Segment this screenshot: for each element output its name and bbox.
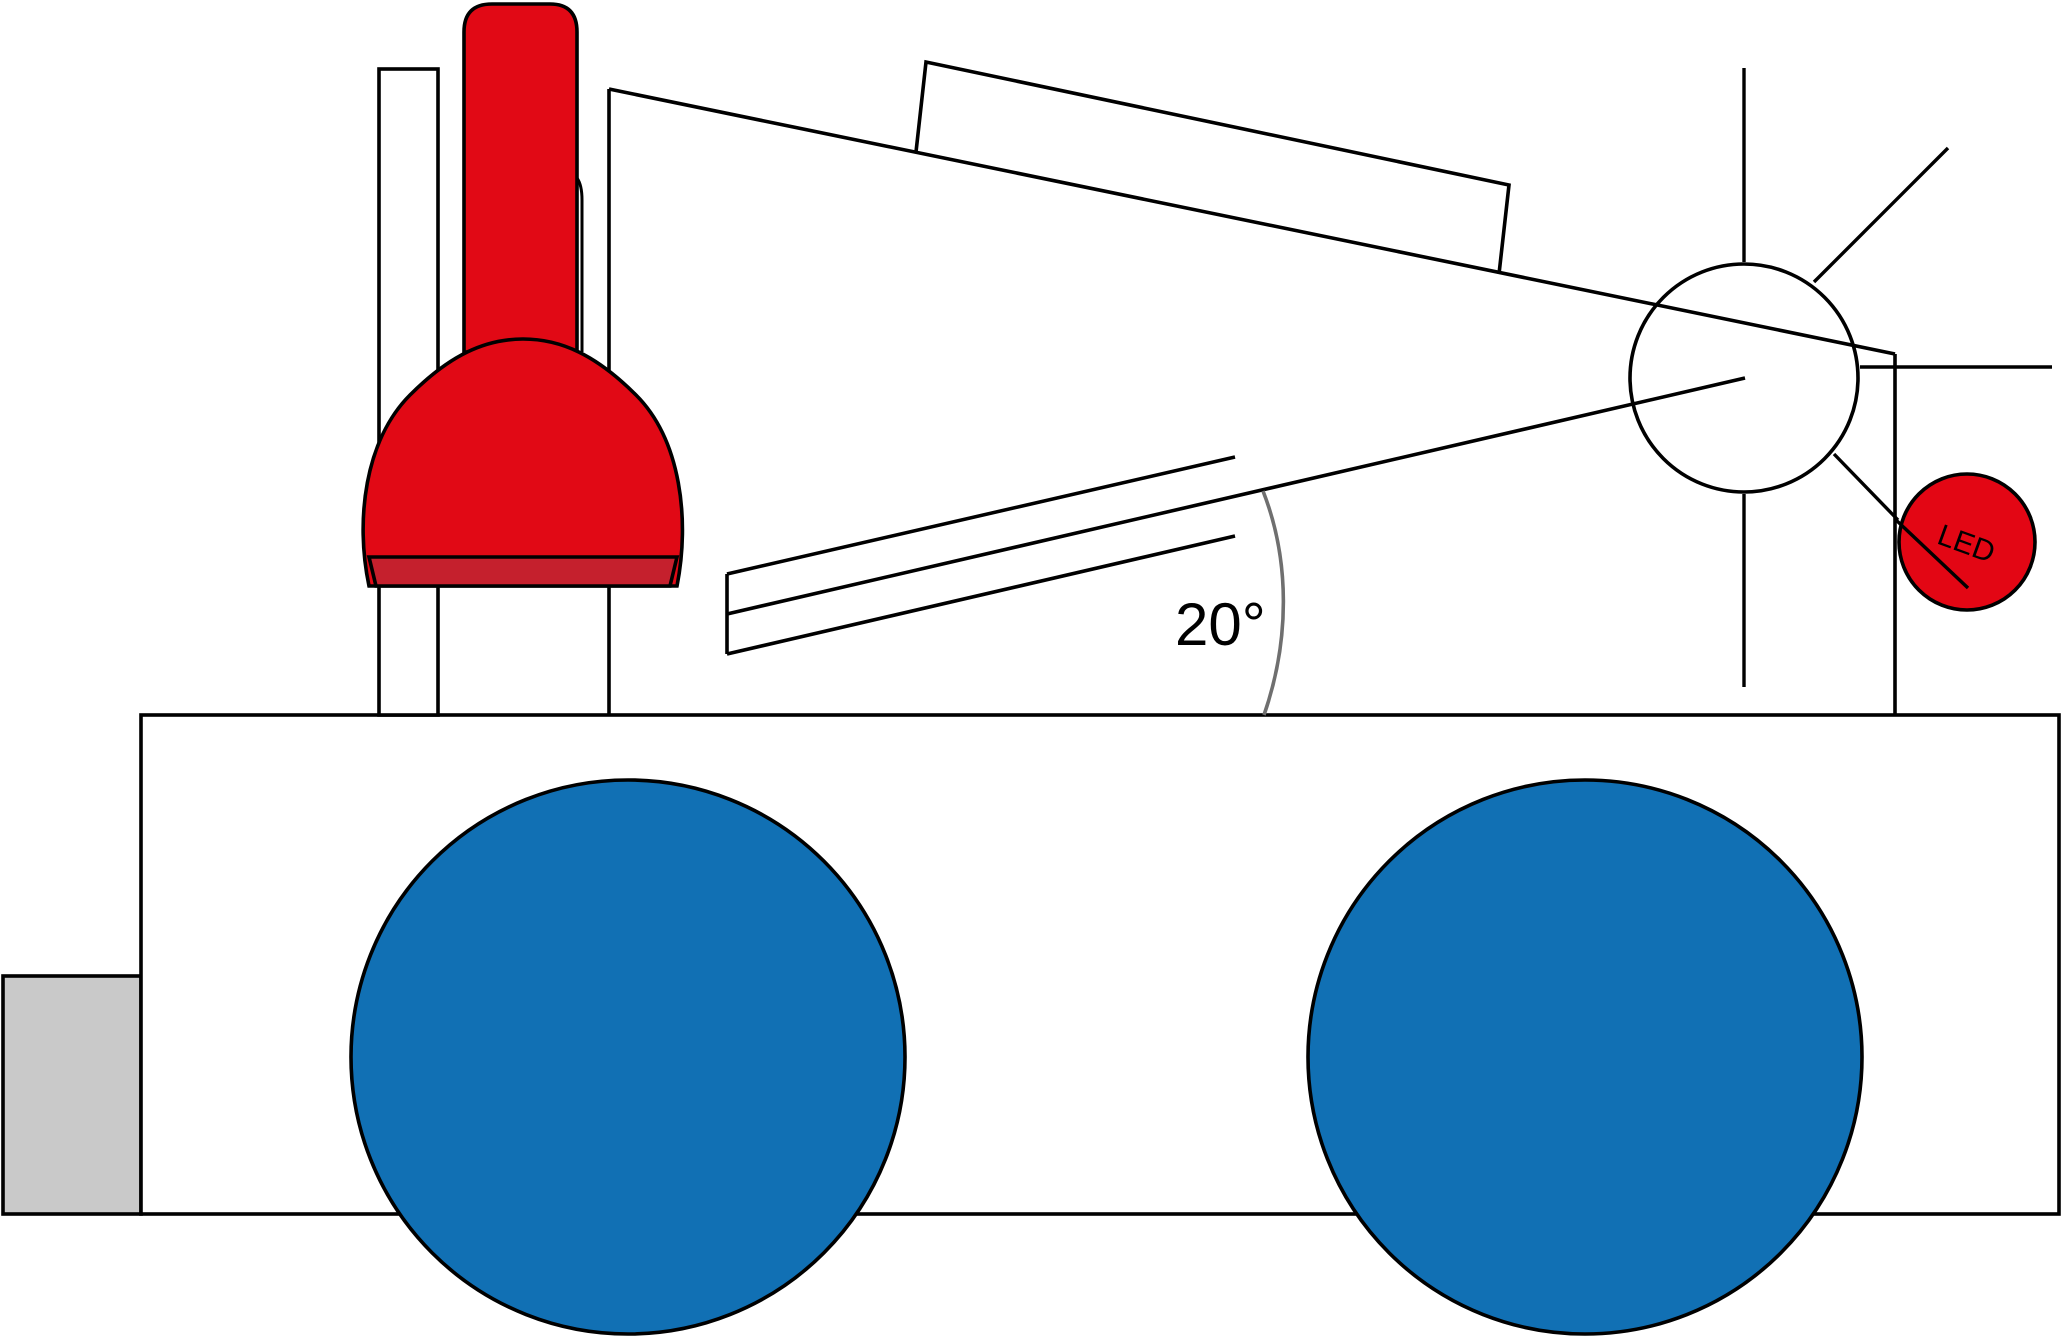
- sensor-bracket-bottom: [726, 534, 1236, 656]
- lamp-band: [366, 555, 680, 588]
- sensor-bracket-top: [726, 455, 1236, 576]
- lamp-head: [361, 337, 685, 588]
- angle-label: 20°: [1175, 591, 1266, 658]
- led-pointer-line: [1894, 518, 1970, 590]
- solar-panel: [914, 59, 1511, 275]
- light-ray-diagonal-down: [1832, 452, 1900, 522]
- lamp-tube: [462, 2, 579, 354]
- lamp-tube-notch: [575, 177, 584, 352]
- light-source-circle: [1628, 262, 1860, 494]
- housing-roof-line: [608, 87, 1896, 356]
- led-indicator: [1897, 472, 2037, 612]
- angle-arc: [1261, 490, 1286, 716]
- light-ray-diagonal-up: [1812, 146, 1950, 284]
- rear-bumper: [1, 974, 143, 1216]
- front-wheel: [349, 778, 907, 1336]
- sensor-arm: [726, 376, 1746, 616]
- rear-wheel: [1306, 778, 1864, 1336]
